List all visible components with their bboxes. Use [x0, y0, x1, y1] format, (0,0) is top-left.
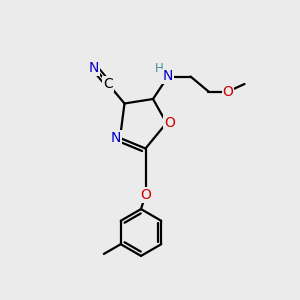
Text: H: H: [155, 61, 164, 75]
Text: O: O: [164, 116, 175, 130]
Text: O: O: [140, 188, 151, 202]
Text: N: N: [110, 131, 121, 145]
Text: O: O: [223, 85, 233, 98]
Text: N: N: [162, 70, 172, 83]
Text: C: C: [103, 77, 113, 91]
Text: N: N: [88, 61, 99, 75]
